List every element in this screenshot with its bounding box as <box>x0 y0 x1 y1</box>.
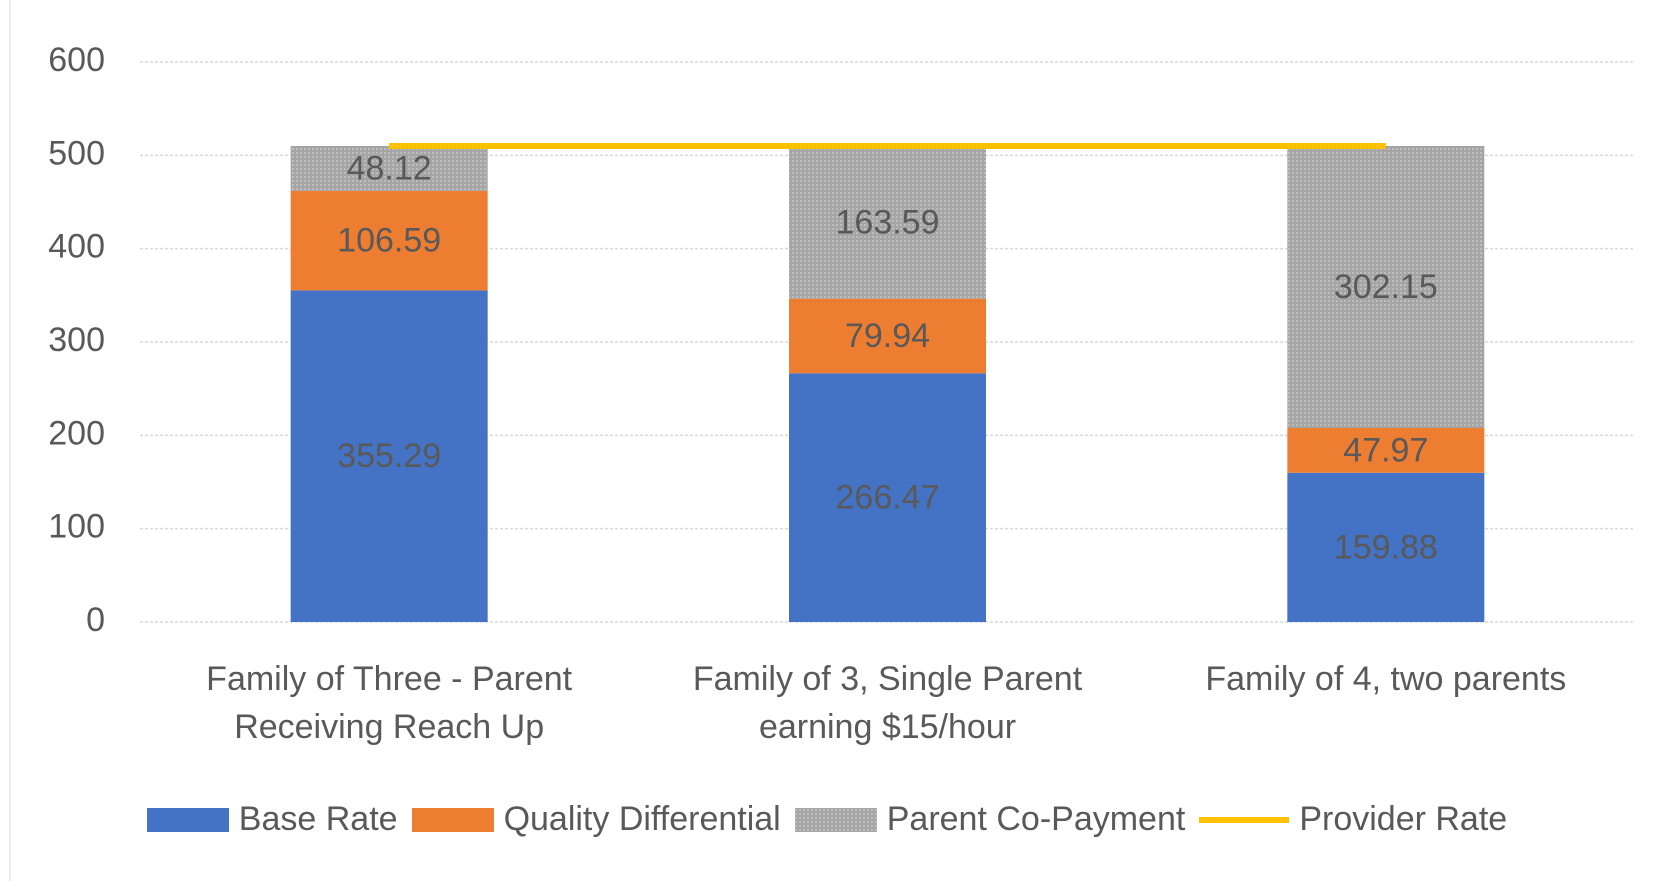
x-tick-label: Family of Three - Parent Receiving Reach… <box>206 660 573 746</box>
legend-item: Quality Differential <box>411 800 781 839</box>
data-label: 159.88 <box>1334 528 1438 566</box>
data-label: 47.97 <box>1343 431 1428 469</box>
legend: Base Rate Quality Differential Parent Co-P… <box>0 800 1654 839</box>
y-tick-label: 300 <box>48 321 105 359</box>
legend-item: Base Rate <box>146 800 398 839</box>
data-label: 355.29 <box>337 437 441 475</box>
legend-item: Parent Co-Payment <box>794 800 1186 839</box>
legend-label: Base Rate <box>238 800 398 838</box>
bar-segment <box>789 373 986 622</box>
legend-label: Parent Co-Payment <box>886 800 1186 838</box>
data-label: 106.59 <box>337 222 441 260</box>
legend-box <box>146 807 229 832</box>
data-label: 266.47 <box>836 479 940 517</box>
data-label: 163.59 <box>836 203 940 241</box>
bar-segment <box>290 290 488 622</box>
legend-swatch <box>794 807 877 832</box>
legend-box <box>794 807 877 832</box>
y-tick-label: 200 <box>48 414 105 452</box>
bar-segment <box>1287 428 1485 473</box>
x-tick-label: Family of 3, Single Parent earning $15/h… <box>692 660 1083 746</box>
bar-segment <box>290 190 488 291</box>
legend-swatch <box>411 807 494 832</box>
data-label: 48.12 <box>347 149 432 187</box>
legend-label: Quality Differential <box>503 800 781 838</box>
legend-swatch <box>146 807 229 832</box>
y-tick-label: 600 <box>48 41 105 79</box>
y-tick-label: 400 <box>48 228 105 266</box>
y-tick-label: 100 <box>48 508 105 546</box>
legend-swatch <box>1199 816 1290 823</box>
bar-segment <box>789 146 986 299</box>
y-tick-label: 500 <box>48 134 105 172</box>
bar-segment <box>290 146 488 191</box>
legend-item: Provider Rate <box>1199 800 1507 839</box>
data-label: 302.15 <box>1334 268 1438 306</box>
bar-segment <box>789 298 986 374</box>
bar-segment <box>1287 472 1485 622</box>
y-tick-label: 0 <box>86 601 105 639</box>
x-tick-label: Family of 4, two parents <box>1205 660 1567 698</box>
data-label: 79.94 <box>845 317 930 355</box>
legend-box <box>411 807 494 832</box>
legend-label: Provider Rate <box>1299 800 1508 838</box>
bar-segment <box>1287 146 1485 429</box>
